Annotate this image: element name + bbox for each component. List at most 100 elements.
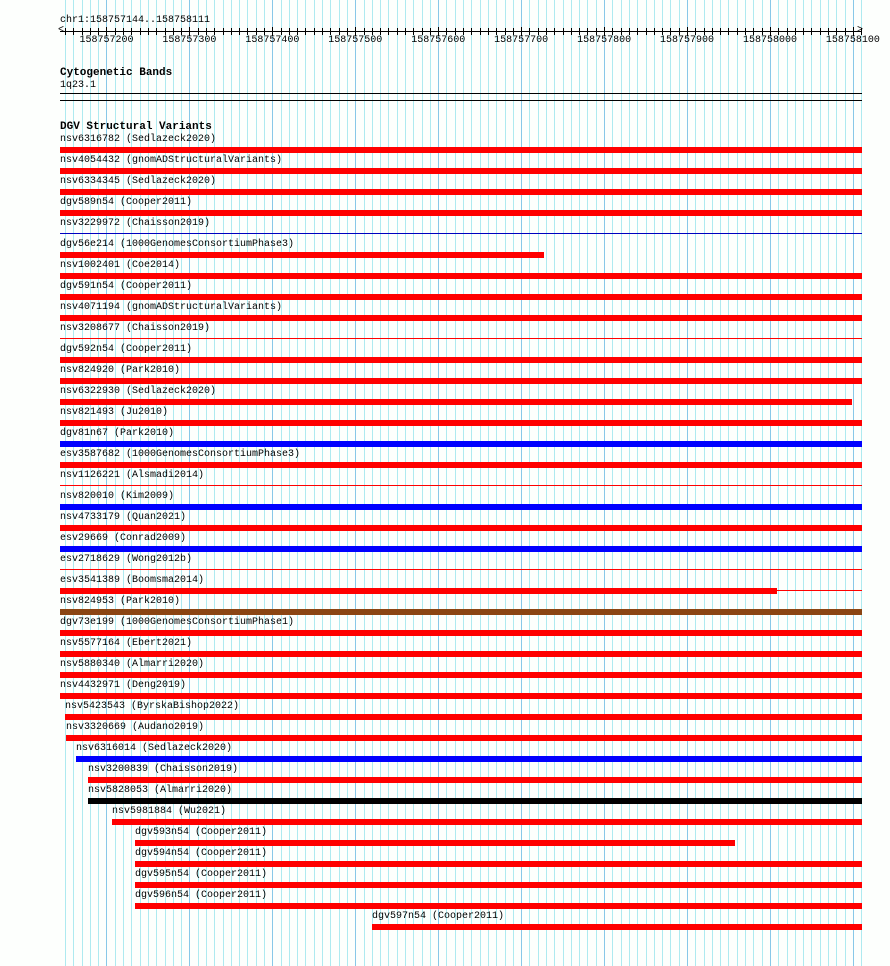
- sv-feature-label[interactable]: dgv592n54 (Cooper2011): [60, 344, 193, 355]
- sv-feature-label[interactable]: nsv3200839 (Chaisson2019): [88, 764, 239, 775]
- sv-feature-label[interactable]: dgv595n54 (Cooper2011): [135, 869, 268, 880]
- grid-line: [546, 0, 547, 966]
- sv-feature-bar[interactable]: [60, 504, 862, 510]
- sv-feature-bar[interactable]: [60, 525, 862, 531]
- sv-feature-bar[interactable]: [60, 338, 862, 339]
- sv-feature-bar[interactable]: [60, 693, 862, 699]
- ruler-tick: [106, 27, 107, 36]
- sv-feature-label[interactable]: nsv824920 (Park2010): [60, 365, 181, 376]
- sv-feature-label[interactable]: nsv5423543 (ByrskaBishop2022): [65, 701, 240, 712]
- sv-feature-bar[interactable]: [60, 672, 862, 678]
- sv-feature-label[interactable]: nsv3229972 (Chaisson2019): [60, 218, 211, 229]
- sv-feature-label[interactable]: nsv6322930 (Sedlazeck2020): [60, 386, 217, 397]
- sv-feature-bar[interactable]: [60, 357, 862, 363]
- sv-feature-label[interactable]: esv3541389 (Boomsma2014): [60, 575, 205, 586]
- ruler-tick: [455, 28, 456, 35]
- grid-line: [662, 0, 663, 966]
- sv-feature-bar[interactable]: [60, 651, 862, 657]
- sv-feature-bar[interactable]: [66, 735, 862, 741]
- sv-feature-bar[interactable]: [60, 420, 862, 426]
- sv-feature-label[interactable]: nsv5880340 (Almarri2020): [60, 659, 205, 670]
- sv-feature-bar[interactable]: [60, 189, 862, 195]
- sv-feature-bar[interactable]: [60, 147, 862, 153]
- sv-feature-bar[interactable]: [60, 441, 862, 447]
- ruler-tick: [513, 28, 514, 35]
- sv-feature-label[interactable]: nsv6334345 (Sedlazeck2020): [60, 176, 217, 187]
- sv-feature-label[interactable]: nsv3320669 (Audano2019): [66, 722, 205, 733]
- sv-feature-label[interactable]: dgv593n54 (Cooper2011): [135, 827, 268, 838]
- sv-feature-label[interactable]: dgv597n54 (Cooper2011): [372, 911, 505, 922]
- sv-feature-bar[interactable]: [777, 590, 862, 591]
- sv-feature-bar[interactable]: [65, 714, 862, 720]
- sv-feature-bar[interactable]: [76, 756, 862, 762]
- grid-line: [587, 0, 588, 966]
- sv-feature-label[interactable]: nsv4071194 (gnomADStructuralVariants): [60, 302, 283, 313]
- sv-feature-bar[interactable]: [60, 233, 862, 234]
- sv-feature-label[interactable]: nsv3208677 (Chaisson2019): [60, 323, 211, 334]
- sv-feature-bar[interactable]: [60, 588, 777, 594]
- grid-line: [646, 0, 647, 966]
- sv-feature-bar[interactable]: [60, 315, 862, 321]
- sv-feature-label[interactable]: dgv73e199 (1000GenomesConsortiumPhase1): [60, 617, 295, 628]
- sv-feature-bar[interactable]: [60, 462, 862, 468]
- sv-feature-label[interactable]: dgv81n67 (Park2010): [60, 428, 175, 439]
- sv-feature-bar[interactable]: [135, 882, 862, 888]
- sv-feature-label[interactable]: nsv5981884 (Wu2021): [112, 806, 227, 817]
- sv-feature-label[interactable]: nsv821493 (Ju2010): [60, 407, 169, 418]
- grid-line: [231, 0, 232, 966]
- grid-line: [397, 0, 398, 966]
- sv-feature-bar[interactable]: [60, 294, 862, 300]
- sv-feature-label[interactable]: nsv824953 (Park2010): [60, 596, 181, 607]
- sv-feature-label[interactable]: dgv591n54 (Cooper2011): [60, 281, 193, 292]
- sv-feature-bar[interactable]: [88, 777, 862, 783]
- sv-feature-label[interactable]: nsv6316014 (Sedlazeck2020): [76, 743, 233, 754]
- sv-feature-bar[interactable]: [135, 861, 862, 867]
- sv-feature-label[interactable]: esv2718629 (Wong2012b): [60, 554, 193, 565]
- sv-feature-bar[interactable]: [60, 252, 544, 258]
- sv-feature-bar[interactable]: [60, 546, 862, 552]
- grid-line: [571, 0, 572, 966]
- sv-feature-bar[interactable]: [60, 609, 862, 615]
- sv-feature-label[interactable]: nsv5577164 (Ebert2021): [60, 638, 193, 649]
- grid-line: [380, 0, 381, 966]
- sv-feature-label[interactable]: nsv820010 (Kim2009): [60, 491, 175, 502]
- sv-feature-bar[interactable]: [60, 630, 862, 636]
- grid-line: [654, 0, 655, 966]
- sv-feature-bar[interactable]: [60, 168, 862, 174]
- sv-feature-bar[interactable]: [60, 210, 862, 216]
- cytoband-label[interactable]: 1q23.1: [60, 80, 97, 91]
- sv-feature-bar[interactable]: [88, 798, 862, 804]
- ruler-tick: [795, 28, 796, 35]
- sv-feature-label[interactable]: dgv594n54 (Cooper2011): [135, 848, 268, 859]
- sv-feature-label[interactable]: nsv4432971 (Deng2019): [60, 680, 187, 691]
- ruler-tick: [563, 28, 564, 35]
- sv-feature-label[interactable]: dgv596n54 (Cooper2011): [135, 890, 268, 901]
- sv-feature-label[interactable]: nsv6316782 (Sedlazeck2020): [60, 134, 217, 145]
- sv-feature-label[interactable]: dgv589n54 (Cooper2011): [60, 197, 193, 208]
- sv-feature-label[interactable]: nsv4054432 (gnomADStructuralVariants): [60, 155, 283, 166]
- sv-feature-bar[interactable]: [112, 819, 862, 825]
- ruler-tick: [239, 28, 240, 35]
- ruler-tick-label: 158757200: [79, 35, 134, 46]
- sv-feature-label[interactable]: nsv1126221 (Alsmadi2014): [60, 470, 205, 481]
- grid-line: [189, 0, 190, 966]
- sv-feature-label[interactable]: nsv1002401 (Coe2014): [60, 260, 181, 271]
- sv-feature-bar[interactable]: [60, 569, 862, 570]
- sv-feature-label[interactable]: nsv5828053 (Almarri2020): [88, 785, 233, 796]
- grid-line: [762, 0, 763, 966]
- sv-feature-bar[interactable]: [135, 903, 862, 909]
- sv-feature-label[interactable]: esv3587682 (1000GenomesConsortiumPhase3): [60, 449, 301, 460]
- sv-feature-label[interactable]: dgv56e214 (1000GenomesConsortiumPhase3): [60, 239, 295, 250]
- sv-feature-bar[interactable]: [60, 485, 862, 486]
- ruler-tick: [123, 28, 124, 35]
- sv-feature-label[interactable]: nsv4733179 (Quan2021): [60, 512, 187, 523]
- grid-line: [422, 0, 423, 966]
- ruler-tick: [173, 28, 174, 35]
- sv-feature-bar[interactable]: [372, 924, 862, 930]
- sv-feature-bar[interactable]: [60, 273, 862, 279]
- grid-line: [621, 0, 622, 966]
- sv-feature-bar[interactable]: [135, 840, 735, 846]
- sv-feature-bar[interactable]: [60, 378, 862, 384]
- sv-feature-bar[interactable]: [60, 399, 852, 405]
- sv-feature-label[interactable]: esv29669 (Conrad2009): [60, 533, 187, 544]
